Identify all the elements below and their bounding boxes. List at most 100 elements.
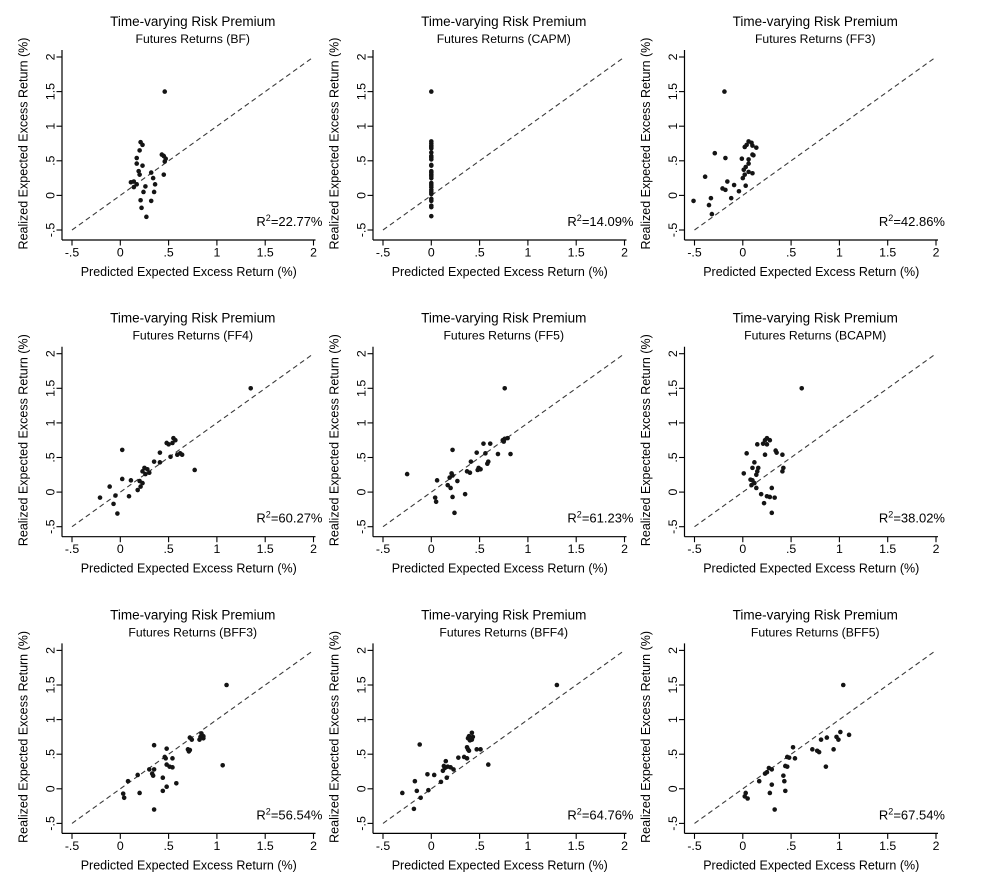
data-point (746, 169, 751, 175)
r-squared-label: R2=56.54% (256, 806, 323, 822)
plot-title: Time-varying Risk Premium (421, 311, 586, 326)
data-point (143, 471, 148, 477)
data-point (782, 778, 787, 784)
data-point (495, 451, 501, 457)
x-tick-label: .5 (786, 542, 796, 556)
data-point (750, 465, 755, 471)
x-tick-label: .5 (786, 839, 796, 853)
data-point (740, 175, 746, 181)
data-point (742, 172, 748, 177)
scatter-panel-ff3: Time-varying Risk Premium Futures Returns… (639, 14, 946, 279)
y-tick-label: 0 (354, 489, 368, 496)
data-point (749, 482, 754, 488)
data-point (119, 447, 125, 453)
plot-title: Time-varying Risk Premium (733, 311, 898, 326)
data-point (138, 484, 143, 489)
y-axis-label: Realized Expected Excess Return (%) (639, 334, 653, 546)
data-point (197, 737, 202, 742)
y-tick-label: 1.5 (354, 676, 368, 693)
x-axis-label: Predicted Expected Excess Return (%) (392, 858, 608, 872)
data-point (162, 89, 168, 94)
y-tick-label: 0 (43, 192, 57, 199)
x-tick-label: 0 (117, 542, 124, 556)
y-tick-label: 0 (354, 785, 368, 792)
data-point (168, 454, 173, 460)
data-point (816, 749, 822, 755)
data-point (502, 386, 508, 391)
data-point (739, 156, 745, 162)
data-point (483, 451, 488, 456)
y-tick-label: 1 (666, 123, 680, 130)
x-tick-label: 0 (428, 839, 435, 853)
data-point (120, 791, 126, 796)
y-tick-label: 1.5 (666, 83, 680, 100)
data-point (160, 788, 166, 794)
x-tick-label: -.5 (376, 839, 391, 853)
y-tick-label: -.5 (354, 223, 368, 238)
plot-subtitle: Futures Returns (FF3) (755, 32, 876, 46)
x-tick-label: 0 (428, 246, 435, 260)
y-tick-label: 2 (43, 647, 57, 654)
data-point (840, 682, 846, 688)
y-tick-label: 1 (666, 419, 680, 426)
data-point (723, 155, 728, 161)
data-point (429, 204, 434, 210)
data-point (754, 469, 760, 474)
data-point (164, 784, 169, 790)
data-point (144, 214, 149, 220)
y-tick-label: .5 (666, 749, 680, 759)
data-point (412, 778, 418, 784)
scatter-panel-capm: Time-varying Risk Premium Futures Returns… (327, 14, 634, 279)
x-tick-label: .5 (474, 542, 484, 556)
data-point (429, 146, 434, 151)
data-point (468, 459, 474, 464)
data-point (691, 198, 696, 204)
y-tick-label: .5 (43, 156, 57, 166)
reference-line (694, 56, 937, 231)
data-point (107, 484, 112, 489)
r-squared-label: R2=38.02% (879, 510, 946, 526)
x-tick-label: 0 (739, 542, 746, 556)
data-point (469, 730, 475, 736)
data-point (143, 184, 148, 189)
r-squared-label: R2=60.27% (256, 510, 323, 526)
data-point (173, 437, 178, 443)
y-axis-label: Realized Expected Excess Return (%) (639, 38, 653, 250)
scatter-panel-bf: Time-varying Risk Premium Futures Returns… (16, 14, 323, 279)
data-point (141, 189, 146, 195)
data-point (750, 170, 755, 176)
data-point (140, 163, 145, 168)
data-point (162, 159, 168, 164)
data-point (754, 145, 759, 150)
data-point (151, 189, 157, 195)
x-tick-label: 1 (836, 542, 843, 556)
data-point (475, 467, 480, 473)
y-tick-label: 1 (666, 716, 680, 723)
y-tick-label: 1 (43, 716, 57, 723)
data-point (728, 195, 734, 201)
y-tick-label: 2 (354, 647, 368, 654)
data-point (429, 213, 434, 219)
scatter-panel-ff4: Time-varying Risk Premium Futures Returns… (16, 311, 323, 576)
data-point (163, 756, 169, 761)
x-tick-label: 0 (117, 246, 124, 260)
data-point (137, 172, 142, 177)
plot-title: Time-varying Risk Premium (110, 311, 275, 326)
data-point (784, 764, 790, 769)
data-point (467, 470, 473, 476)
plot-title: Time-varying Risk Premium (421, 607, 586, 622)
x-axis-label: Predicted Expected Excess Return (%) (392, 265, 608, 279)
plot-title: Time-varying Risk Premium (733, 14, 898, 29)
reference-line (382, 649, 625, 824)
data-point (846, 732, 852, 738)
data-point (134, 182, 140, 187)
data-point (743, 183, 748, 189)
data-point (799, 386, 805, 391)
x-tick-label: 2 (621, 542, 628, 556)
data-point (750, 143, 755, 148)
data-point (708, 195, 714, 201)
y-tick-label: 1 (43, 419, 57, 426)
data-point (148, 198, 154, 204)
data-point (824, 735, 830, 740)
